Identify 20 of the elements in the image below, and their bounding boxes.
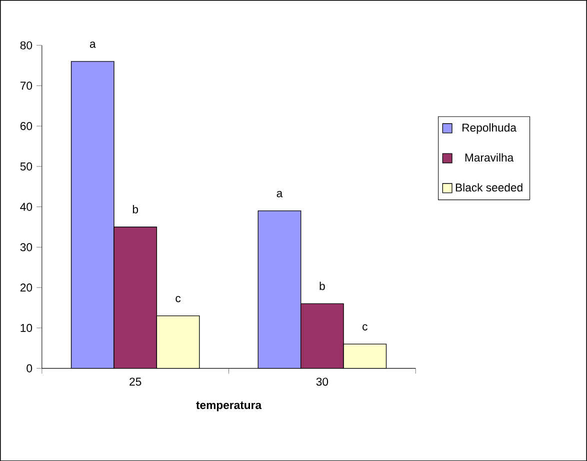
legend-label: Repolhuda <box>462 123 516 134</box>
annotation: c <box>176 296 181 302</box>
annotation: c <box>362 324 368 330</box>
y-tick-label: 40 <box>20 202 32 211</box>
x-tick-label: 25 <box>130 378 142 386</box>
y-tick-label: 30 <box>20 243 32 252</box>
y-tick-label: 60 <box>20 122 32 130</box>
annotation: a <box>90 42 96 48</box>
y-tick-label: 0 <box>26 364 32 372</box>
y-tick-label: 70 <box>20 82 32 90</box>
y-tick-label: 10 <box>20 324 32 332</box>
annotation: b <box>132 204 138 214</box>
x-axis-title: temperatura <box>196 401 262 412</box>
y-tick-label: 20 <box>20 283 32 292</box>
annotation: b <box>320 282 325 290</box>
y-tick-label: 80 <box>20 41 32 50</box>
annotation: a <box>276 190 283 198</box>
y-tick-label: 50 <box>20 162 32 170</box>
legend-label: Maravilha <box>465 153 514 162</box>
legend-label: Black seeded <box>456 183 522 192</box>
